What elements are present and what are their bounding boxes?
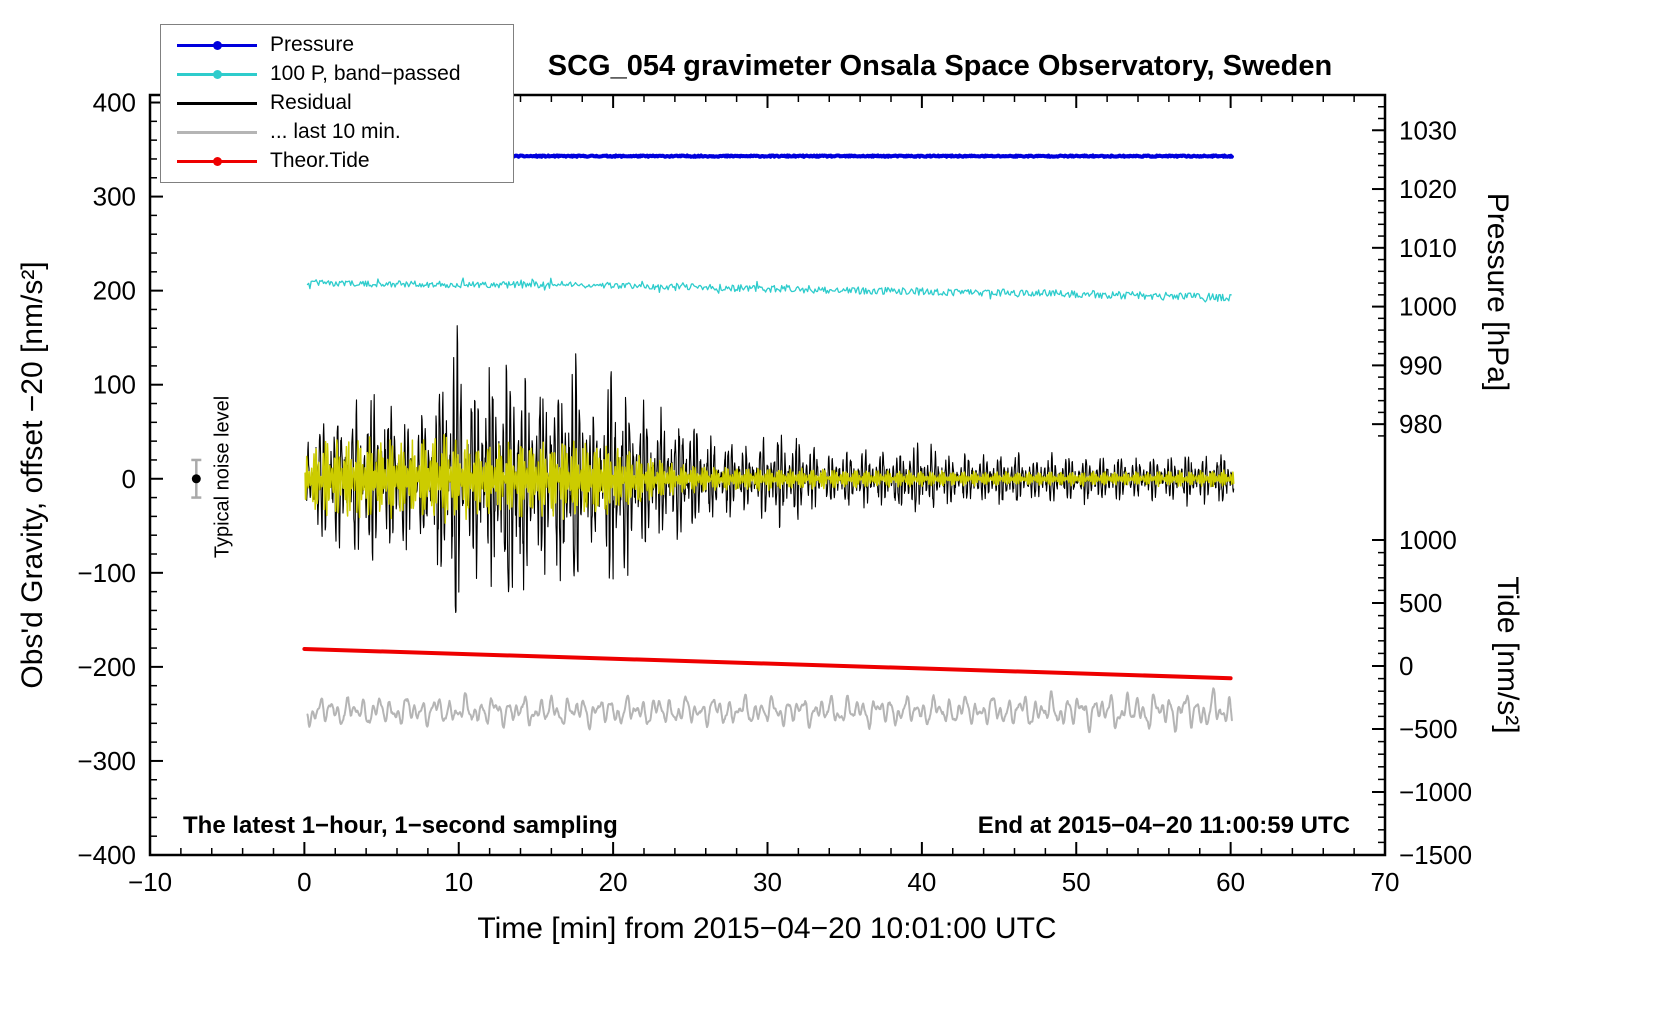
legend-label: Theor.Tide bbox=[270, 148, 370, 172]
series-theor-tide bbox=[302, 647, 1233, 681]
tick-label: −1000 bbox=[1399, 777, 1472, 807]
series-bandpassed-pressure bbox=[306, 277, 1232, 303]
legend-item-last10min: ... last 10 min. bbox=[161, 117, 513, 146]
tick-label: 100 bbox=[93, 370, 136, 400]
tick-label: 50 bbox=[1062, 867, 1091, 897]
tick-label: −500 bbox=[1399, 714, 1458, 744]
pressure-line-icon bbox=[177, 40, 257, 50]
tick-label: 200 bbox=[93, 276, 136, 306]
tick-label: 1010 bbox=[1399, 233, 1457, 263]
legend: Pressure 100 P, band−passed Residual ...… bbox=[160, 24, 514, 183]
chart-title: SCG_054 gravimeter Onsala Space Observat… bbox=[547, 50, 1333, 82]
series-residual-bandpassed bbox=[304, 433, 1235, 524]
noise-level-annotation: Typical noise level bbox=[211, 395, 234, 559]
tick-label: 70 bbox=[1371, 867, 1400, 897]
legend-item-pressure: Pressure bbox=[161, 30, 513, 59]
pressure-axis-label: Pressure [hPa] bbox=[1481, 192, 1514, 392]
tick-label: −400 bbox=[77, 840, 136, 870]
theor-tide-line-icon bbox=[177, 156, 257, 166]
tick-label: 40 bbox=[907, 867, 936, 897]
tick-label: 10 bbox=[444, 867, 473, 897]
tick-label: 0 bbox=[297, 867, 311, 897]
legend-label: Pressure bbox=[270, 32, 355, 56]
tick-label: −200 bbox=[77, 652, 136, 682]
tick-label: 0 bbox=[122, 464, 136, 494]
noise-marker-dot bbox=[191, 474, 201, 484]
x-axis-label: Time [min] from 2015−04−20 10:01:00 UTC bbox=[477, 912, 1057, 945]
tick-label: 30 bbox=[753, 867, 782, 897]
plot-frame bbox=[148, 93, 1387, 857]
tide-axis-label: Tide [nm/s²] bbox=[1491, 576, 1524, 734]
legend-item-bandpassed-pressure: 100 P, band−passed bbox=[161, 59, 513, 88]
last10min-line-icon bbox=[177, 127, 257, 137]
legend-label: ... last 10 min. bbox=[270, 119, 401, 143]
sampling-annotation: The latest 1−hour, 1−second sampling bbox=[183, 812, 618, 839]
tick-label: −300 bbox=[77, 746, 136, 776]
tick-label: −100 bbox=[77, 558, 136, 588]
tick-label: 1030 bbox=[1399, 115, 1457, 145]
tick-label: −10 bbox=[128, 867, 172, 897]
tick-label: 400 bbox=[93, 88, 136, 118]
tick-label: 300 bbox=[93, 182, 136, 212]
tick-label: 500 bbox=[1399, 588, 1442, 618]
bandpassed-line-icon bbox=[177, 69, 257, 79]
series-residual-last-10min bbox=[306, 687, 1233, 734]
legend-label: 100 P, band−passed bbox=[270, 61, 461, 85]
tick-label: 20 bbox=[599, 867, 628, 897]
tick-label: 0 bbox=[1399, 651, 1413, 681]
residual-line-icon bbox=[177, 98, 257, 108]
tick-label: 1000 bbox=[1399, 525, 1457, 555]
tick-label: 60 bbox=[1216, 867, 1245, 897]
left-axis-label: Obs'd Gravity, offset −20 [nm/s²] bbox=[16, 261, 49, 689]
legend-item-theor-tide: Theor.Tide bbox=[161, 146, 513, 175]
tick-label: 1000 bbox=[1399, 292, 1457, 322]
end-time-annotation: End at 2015−04−20 11:00:59 UTC bbox=[977, 812, 1350, 839]
legend-label: Residual bbox=[270, 90, 352, 114]
tick-label: 1020 bbox=[1399, 174, 1457, 204]
tick-label: 980 bbox=[1399, 409, 1442, 439]
legend-item-residual: Residual bbox=[161, 88, 513, 117]
tick-label: −1500 bbox=[1399, 840, 1472, 870]
tick-label: 990 bbox=[1399, 350, 1442, 380]
